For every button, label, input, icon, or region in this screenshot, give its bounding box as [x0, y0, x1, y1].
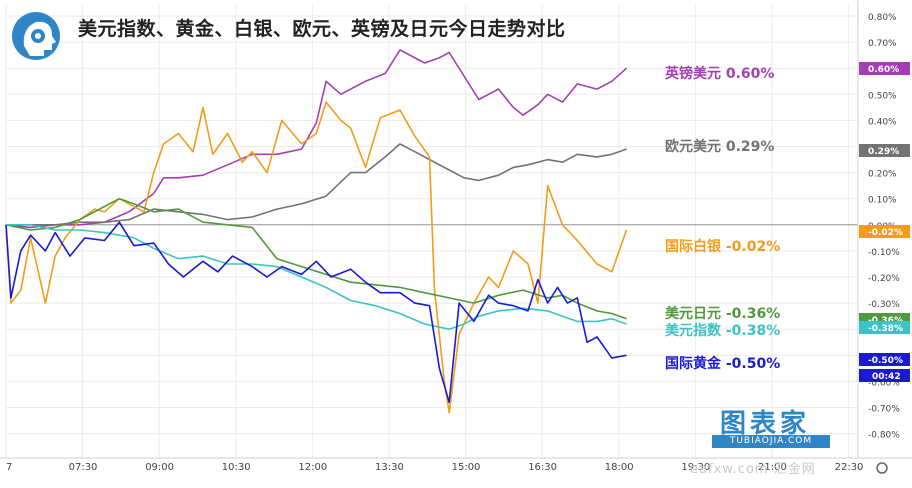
- series-label-silver: 国际白银 -0.02%: [665, 238, 780, 255]
- x-tick-label: 18:00: [605, 462, 634, 473]
- y-tick-label: -0.10%: [868, 248, 900, 258]
- watermark-main: 图表家: [720, 409, 811, 439]
- x-tick-label: 15:00: [452, 462, 481, 473]
- axis-badge-text-gbp: 0.60%: [868, 65, 899, 75]
- x-tick-label: 09:00: [145, 462, 174, 473]
- y-tick-label: -0.80%: [868, 431, 900, 441]
- x-tick-label: 13:30: [375, 462, 404, 473]
- series-line-gbp: [5, 49, 628, 229]
- series-label-gold: 国际黄金 -0.50%: [665, 355, 780, 372]
- axis-badge-text-eur: 0.29%: [868, 147, 899, 157]
- axis-badge-dxy: [859, 321, 910, 334]
- axis-badge-text-dxy: -0.38%: [868, 324, 903, 334]
- series-line-jpy: [5, 197, 627, 320]
- series-line-dxy: [6, 224, 627, 331]
- y-tick-label: -0.60%: [868, 378, 900, 388]
- x-tick-label: 16:30: [528, 462, 557, 473]
- axis-badge-text-silver: -0.02%: [868, 228, 903, 238]
- brand-logo-icon: [8, 6, 68, 62]
- watermark-sub: TUBIAOJIA.COM: [712, 435, 830, 448]
- x-tick-label: 22:30: [835, 462, 864, 473]
- countdown-badge: [859, 369, 910, 382]
- y-tick-label: 0.80%: [868, 13, 897, 23]
- series-line-silver: [5, 101, 628, 414]
- x-tick-label: 21:00: [758, 462, 787, 473]
- x-tick-label: 10:30: [222, 462, 251, 473]
- watermark-secondary: eafxw.com 汇金网: [690, 462, 816, 477]
- x-tick-label: 07:30: [69, 462, 98, 473]
- y-tick-label: 0.70%: [868, 39, 897, 49]
- y-tick-label: -0.70%: [868, 405, 900, 415]
- series-line-eur: [6, 143, 627, 226]
- series-line-gold: [5, 221, 627, 404]
- axis-badge-gbp: [859, 62, 910, 75]
- series-label-eur: 欧元美元 0.29%: [665, 138, 774, 155]
- y-tick-label: 0.50%: [868, 91, 897, 101]
- axis-badge-silver: [859, 225, 910, 238]
- x-tick-label: 19:30: [681, 462, 710, 473]
- settings-gear-icon[interactable]: [876, 462, 888, 474]
- chart-title: 美元指数、黄金、白银、欧元、英镑及日元今日走势对比: [78, 18, 566, 40]
- y-tick-label: -0.20%: [868, 274, 900, 284]
- x-tick-label: 7: [6, 462, 12, 473]
- y-tick-label: -0.30%: [868, 300, 900, 310]
- series-label-gbp: 英镑美元 0.60%: [664, 65, 774, 82]
- series-label-dxy: 美元指数 -0.38%: [665, 322, 780, 339]
- watermark-logo: 图表家 TUBIAOJIA.COM: [712, 403, 832, 449]
- x-tick-label: 12:00: [298, 462, 327, 473]
- y-tick-label: 0.10%: [868, 196, 897, 206]
- axis-badge-eur: [859, 144, 910, 157]
- y-tick-label: 0.40%: [868, 117, 897, 127]
- series-label-jpy: 美元日元 -0.36%: [665, 305, 780, 322]
- countdown-text: 00:42: [872, 372, 901, 382]
- axis-badge-gold: [859, 353, 910, 366]
- axis-badge-text-gold: -0.50%: [868, 356, 903, 366]
- y-tick-label: 0.20%: [868, 170, 897, 180]
